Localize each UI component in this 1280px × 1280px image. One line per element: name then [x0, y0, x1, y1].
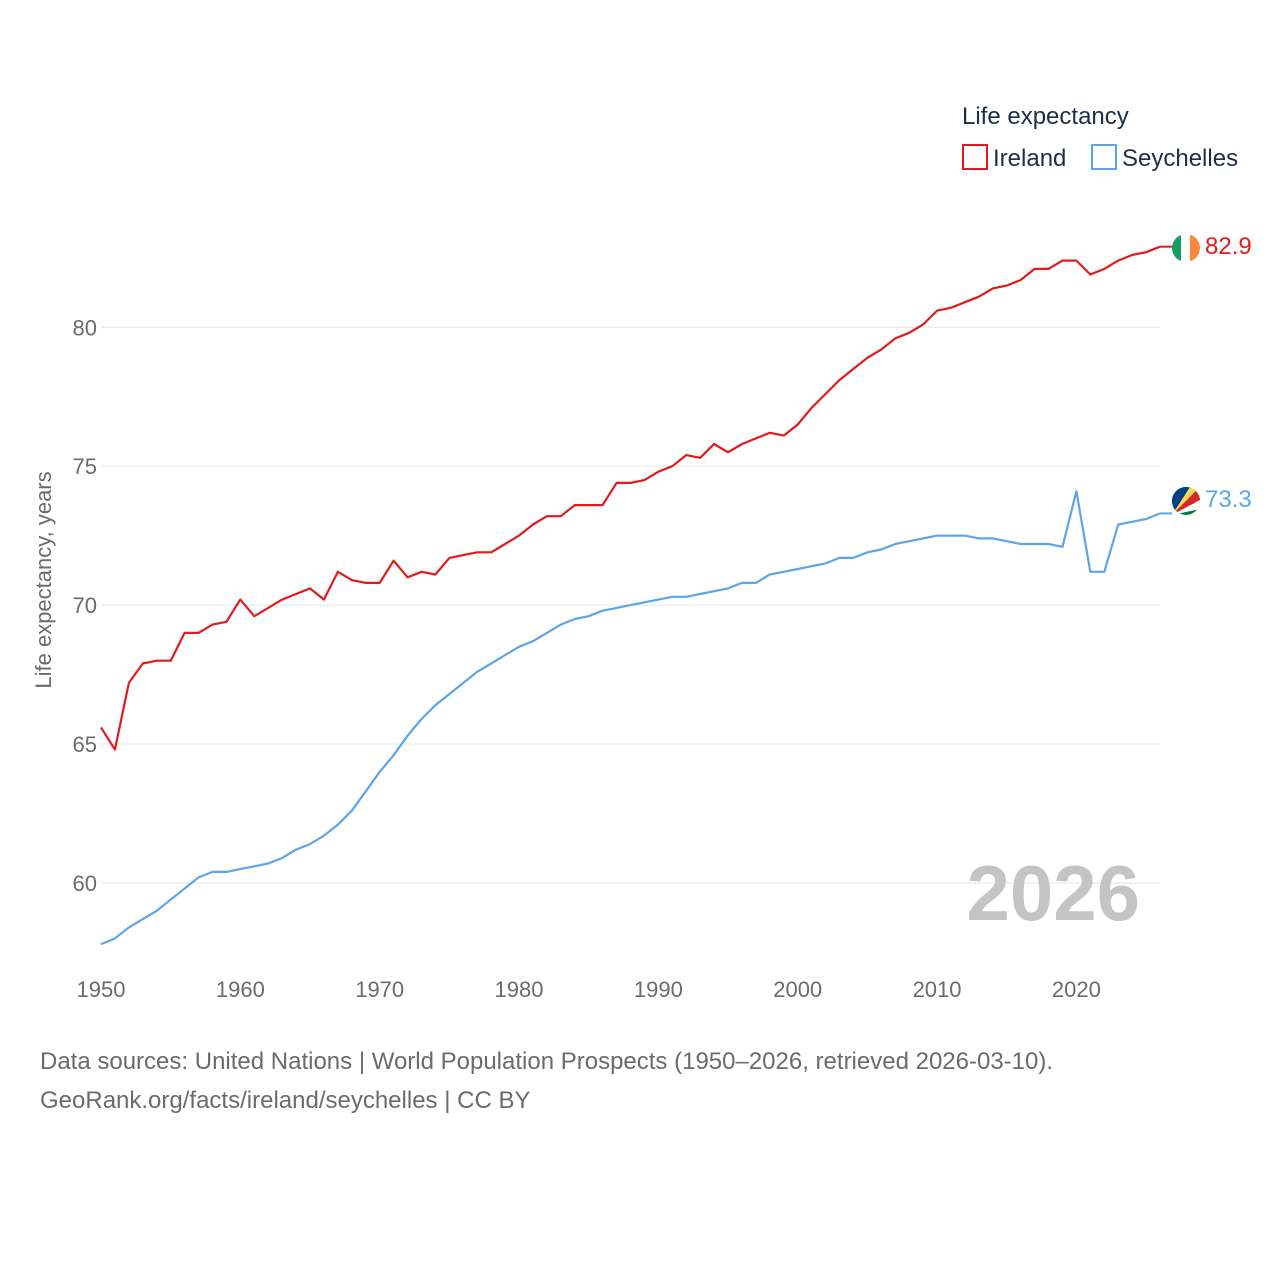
legend: Life expectancy Ireland Seychelles — [962, 103, 1238, 172]
x-tick-label: 1970 — [355, 977, 404, 1002]
series-line-ireland[interactable] — [100, 245, 1161, 751]
legend-label-ireland: Ireland — [993, 145, 1066, 172]
x-tick-label: 2010 — [913, 977, 962, 1002]
y-tick-label: 75 — [73, 454, 97, 479]
legend-swatch-seychelles — [1091, 144, 1117, 170]
y-tick-label: 70 — [73, 593, 97, 618]
year-watermark: 2026 — [966, 849, 1140, 937]
y-tick-label: 60 — [73, 871, 97, 896]
end-label-ireland: 82.9 — [1205, 233, 1252, 260]
legend-item-seychelles[interactable]: Seychelles — [1091, 144, 1238, 172]
end-label-seychelles: 73.3 — [1205, 486, 1252, 513]
x-tick-label: 1950 — [77, 977, 126, 1002]
y-axis-ticks: 60 65 70 75 80 — [73, 315, 97, 896]
line-chart: 60 65 70 75 80 1950 1960 1970 1980 1990 2000 2010 2… — [31, 103, 1252, 1002]
legend-label-seychelles: Seychelles — [1122, 145, 1238, 172]
seychelles-flag-icon — [1172, 487, 1200, 515]
footer: Data sources: United Nations | World Pop… — [40, 1042, 1053, 1120]
legend-item-ireland[interactable]: Ireland — [962, 144, 1066, 172]
series-lines — [100, 245, 1172, 946]
data-source-text: Data sources: United Nations | World Pop… — [40, 1048, 1054, 1075]
x-tick-label: 1980 — [495, 977, 544, 1002]
x-tick-label: 2000 — [773, 977, 822, 1002]
y-tick-label: 65 — [73, 732, 97, 757]
y-axis-label: Life expectancy, years — [31, 471, 56, 688]
ireland-flag-icon — [1172, 234, 1200, 262]
x-tick-label: 2020 — [1052, 977, 1101, 1002]
source-url-text[interactable]: GeoRank.org/facts/ireland/seychelles | C… — [40, 1087, 531, 1114]
x-tick-label: 1990 — [634, 977, 683, 1002]
series-line-seychelles[interactable] — [100, 490, 1161, 946]
x-tick-label: 1960 — [216, 977, 265, 1002]
x-axis-ticks: 1950 1960 1970 1980 1990 2000 2010 2020 — [77, 977, 1101, 1002]
y-tick-label: 80 — [73, 315, 97, 340]
legend-title: Life expectancy — [962, 103, 1129, 130]
legend-swatch-ireland — [962, 144, 988, 170]
